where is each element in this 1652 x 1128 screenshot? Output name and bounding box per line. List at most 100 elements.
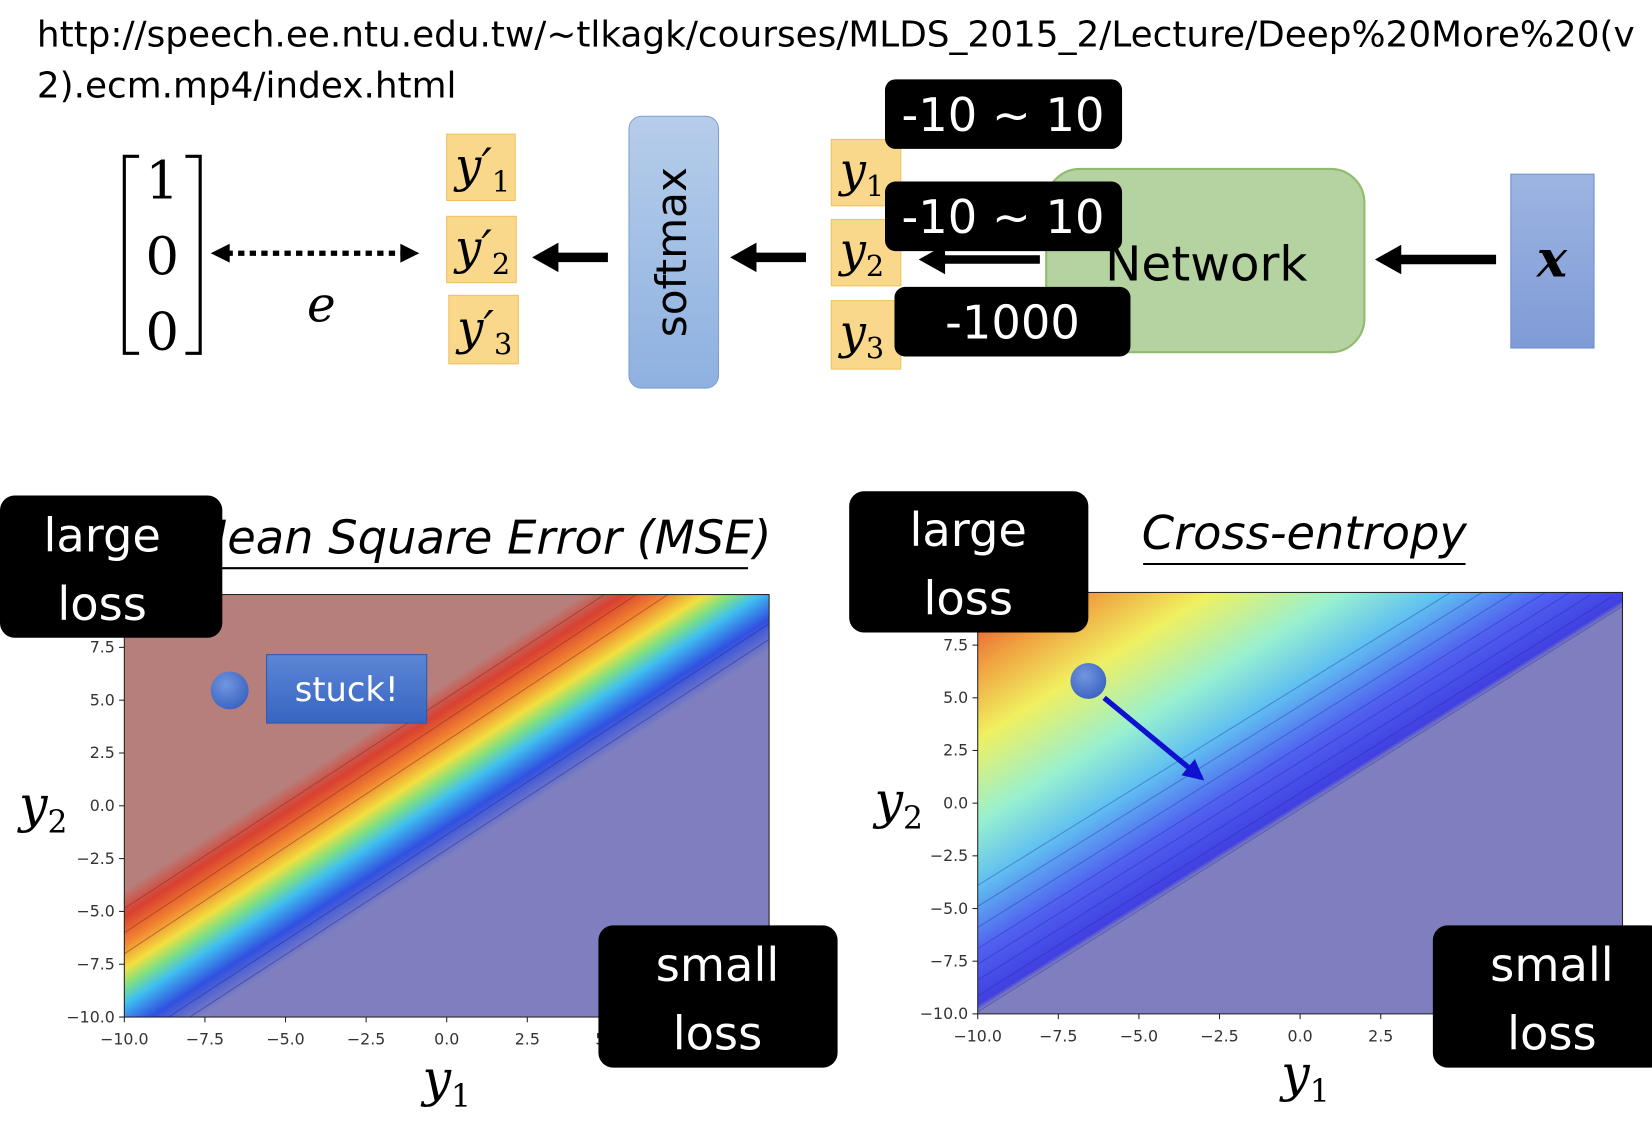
range-label: -10 ~ 10 (902, 88, 1105, 142)
target-value: 0 (145, 226, 179, 287)
callout-box (849, 491, 1089, 633)
math-subscript: 1 (451, 1079, 471, 1115)
x-tick-label: −2.5 (347, 1029, 385, 1048)
logit-box (830, 300, 902, 370)
math-subscript: 3 (494, 327, 512, 361)
callout-box (0, 495, 223, 638)
math-symbol: y3 (838, 305, 884, 365)
output-box (446, 133, 516, 202)
contour-lines (168, 622, 770, 1018)
math-symbol: y1 (838, 143, 884, 203)
y-tick-label: −5.0 (76, 902, 114, 921)
range-box (894, 286, 1131, 357)
math-base: y (872, 771, 904, 830)
softmax-box (628, 115, 720, 389)
math-base: y′ (453, 139, 492, 193)
x-tick-label: −7.5 (186, 1029, 224, 1048)
position-dot (1070, 663, 1107, 699)
y-tick-label: 0.0 (943, 793, 968, 812)
note-box (266, 654, 428, 724)
callout-text: small (1490, 938, 1613, 992)
url-line: 2).ecm.mp4/index.html (37, 65, 457, 106)
callout-box (1432, 925, 1652, 1068)
callout-text: loss (1507, 1007, 1597, 1061)
callout-text: loss (923, 572, 1013, 626)
target-value: 0 (145, 302, 179, 363)
y-tick-label: −5.0 (930, 899, 968, 918)
range-box (885, 79, 1123, 149)
math-base: y′ (453, 221, 492, 275)
y-tick-label: −7.5 (930, 951, 968, 970)
math-base: y (838, 223, 867, 277)
y-tick-label: −7.5 (76, 954, 114, 973)
y-tick-label: 2.5 (943, 741, 968, 760)
target-value: 1 (145, 150, 179, 211)
math-symbol: y′2 (453, 221, 510, 281)
y-tick-label: 0.0 (90, 796, 115, 815)
x-tick-label: −5.0 (1120, 1026, 1158, 1045)
y-tick-label: 5.0 (943, 688, 968, 707)
note-label: stuck! (295, 670, 399, 709)
x-tick-label: 0.0 (434, 1029, 459, 1048)
gradient-arrow (1102, 695, 1205, 781)
matrix-bracket (122, 154, 202, 355)
arrowhead (918, 244, 946, 275)
y-tick-label: −2.5 (930, 846, 968, 865)
x-tick-label: 2.5 (515, 1029, 540, 1048)
range-label: -1000 (945, 296, 1080, 350)
callout-text: loss (673, 1007, 763, 1061)
arrowhead (532, 242, 559, 273)
y-tick-label: 5.0 (90, 690, 115, 709)
url-line: http://speech.ee.ntu.edu.tw/~tlkagk/cour… (37, 15, 1635, 56)
input-box (1510, 173, 1595, 349)
math-subscript: 3 (866, 331, 884, 365)
math-symbol: y2 (872, 771, 923, 837)
math-subscript: 2 (866, 249, 884, 283)
math-subscript: 2 (492, 247, 510, 281)
y-tick-label: 2.5 (90, 743, 115, 762)
math-base: y′ (455, 301, 494, 355)
math-base: y (838, 305, 867, 359)
math-subscript: 1 (492, 165, 510, 199)
range-label: -10 ~ 10 (902, 190, 1105, 244)
callout-box (598, 925, 838, 1068)
callout-text: large (43, 508, 160, 562)
network-label: Network (1105, 237, 1307, 293)
output-box (446, 215, 517, 284)
y-tick-label: −10.0 (920, 1004, 968, 1023)
x-tick-label: −5.0 (266, 1029, 304, 1048)
y-tick-label: −2.5 (76, 849, 114, 868)
contour-lines (977, 592, 1623, 1013)
math-subscript: 1 (1310, 1074, 1330, 1110)
math-symbol: y2 (838, 223, 884, 283)
callout-text: loss (57, 577, 147, 631)
x-tick-label: −2.5 (1200, 1026, 1238, 1045)
math-base: y (1279, 1044, 1311, 1103)
y-tick-label: 7.5 (943, 635, 968, 654)
y-tick-label: −10.0 (66, 1007, 114, 1026)
x-tick-label: 2.5 (1368, 1026, 1393, 1045)
x-tick-label: −7.5 (1039, 1026, 1077, 1045)
plot-title: Mean Square Error (MSE) (187, 510, 771, 564)
callout-text: small (656, 938, 779, 992)
math-symbol: y′1 (453, 139, 510, 199)
y-tick-label: 7.5 (90, 638, 115, 657)
input-label: x (1536, 229, 1568, 288)
math-symbol: y1 (420, 1049, 471, 1115)
error-symbol: e (307, 278, 336, 334)
math-subscript: 1 (866, 169, 884, 203)
softmax-label: softmax (647, 167, 696, 337)
callout-text: large (910, 503, 1027, 557)
range-box (885, 181, 1123, 252)
arrowhead (730, 242, 757, 273)
math-base: y (838, 143, 867, 197)
x-tick-label: 0.0 (1288, 1026, 1313, 1045)
math-subscript: 2 (48, 805, 68, 841)
x-tick-label: −10.0 (100, 1029, 148, 1048)
position-dot (210, 671, 249, 710)
output-box (448, 294, 519, 365)
math-symbol: y1 (1279, 1044, 1330, 1110)
x-tick-label: −10.0 (954, 1026, 1002, 1045)
math-symbol: y′3 (455, 301, 512, 361)
